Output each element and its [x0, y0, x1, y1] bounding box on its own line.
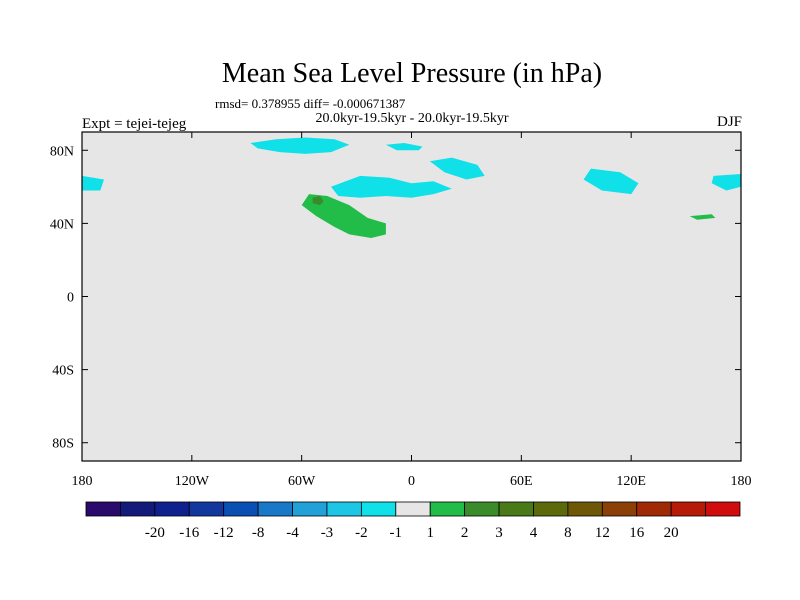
x-tick-label: 0	[408, 474, 415, 489]
colorbar-swatch	[567, 501, 603, 517]
colorbar-label: -20	[145, 525, 165, 541]
region-arctic-negative-east	[385, 143, 423, 151]
x-axis: 180 120W 60W 0 60E 120E 180	[72, 132, 752, 489]
region-scandinavia-negative	[429, 157, 485, 180]
colorbar-label: -2	[355, 525, 368, 541]
colorbar-swatch	[601, 501, 638, 517]
colorbar-swatch	[257, 501, 293, 517]
colorbar-swatch	[292, 501, 328, 517]
colorbar-label: -3	[321, 525, 334, 541]
colorbar-label: -4	[286, 525, 299, 541]
stats-line: rmsd= 0.378955 diff= -0.000671387	[215, 96, 406, 111]
colorbar-swatch	[429, 501, 466, 517]
map-background	[82, 132, 741, 461]
region-siberia-negative	[583, 168, 639, 195]
colorbar-label: -1	[390, 525, 403, 541]
region-labrador-positive-core	[312, 196, 324, 206]
colorbar-label: -16	[179, 525, 199, 541]
colorbar-swatch	[705, 501, 741, 517]
chart-subtitle: 20.0kyr-19.5kyr - 20.0kyr-19.5kyr	[315, 111, 508, 126]
colorbar-label: 12	[595, 525, 610, 541]
colorbar-swatch	[464, 501, 500, 517]
x-tick-label: 60W	[288, 474, 316, 489]
experiment-label: Expt = tejei-tejeg	[82, 116, 187, 132]
colorbar-swatch	[498, 501, 534, 517]
colorbar: -20 -16 -12 -8 -4 -3 -2 -1 1 2 3 4 8 12 16 20	[85, 501, 741, 541]
colorbar-swatch	[395, 501, 431, 517]
x-tick-label: 180	[731, 474, 752, 489]
colorbar-label: 3	[495, 525, 503, 541]
colorbar-label: 8	[564, 525, 572, 541]
region-north-atlantic-negative	[331, 175, 452, 198]
x-tick-label: 120W	[175, 474, 210, 489]
y-axis: 80N 40N 0 40S 80S	[50, 144, 741, 452]
chart-title: Mean Sea Level Pressure (in hPa)	[222, 58, 602, 89]
colorbar-swatch	[223, 501, 259, 517]
region-eastern-edge-negative	[711, 174, 741, 191]
x-tick-label: 180	[72, 474, 93, 489]
region-north-atlantic-positive	[301, 194, 386, 238]
colorbar-label: 20	[664, 525, 679, 541]
colorbar-swatch	[120, 501, 156, 517]
colorbar-label: -8	[252, 525, 265, 541]
region-western-edge-negative	[82, 175, 104, 191]
x-tick-label: 120E	[616, 474, 646, 489]
colorbar-swatch	[326, 501, 362, 517]
colorbar-label: 4	[530, 525, 538, 541]
y-tick-label: 80N	[50, 144, 74, 159]
region-arctic-negative	[250, 137, 350, 154]
y-tick-label: 0	[67, 291, 74, 306]
colorbar-label: 2	[461, 525, 469, 541]
colorbar-swatch	[188, 501, 225, 517]
colorbar-swatch	[85, 501, 121, 517]
season-label: DJF	[717, 114, 742, 130]
colorbar-label: 1	[426, 525, 434, 541]
colorbar-swatch	[154, 501, 190, 517]
colorbar-swatch	[360, 501, 397, 517]
colorbar-swatch	[670, 501, 706, 517]
y-tick-label: 80S	[52, 437, 74, 452]
y-tick-label: 40N	[50, 217, 74, 232]
colorbar-label: -12	[214, 525, 234, 541]
y-tick-label: 40S	[52, 364, 74, 379]
region-pacific-positive	[689, 214, 716, 220]
colorbar-swatch	[533, 501, 569, 517]
colorbar-swatch	[636, 501, 672, 517]
x-tick-label: 60E	[510, 474, 533, 489]
colorbar-label: 16	[629, 525, 645, 541]
